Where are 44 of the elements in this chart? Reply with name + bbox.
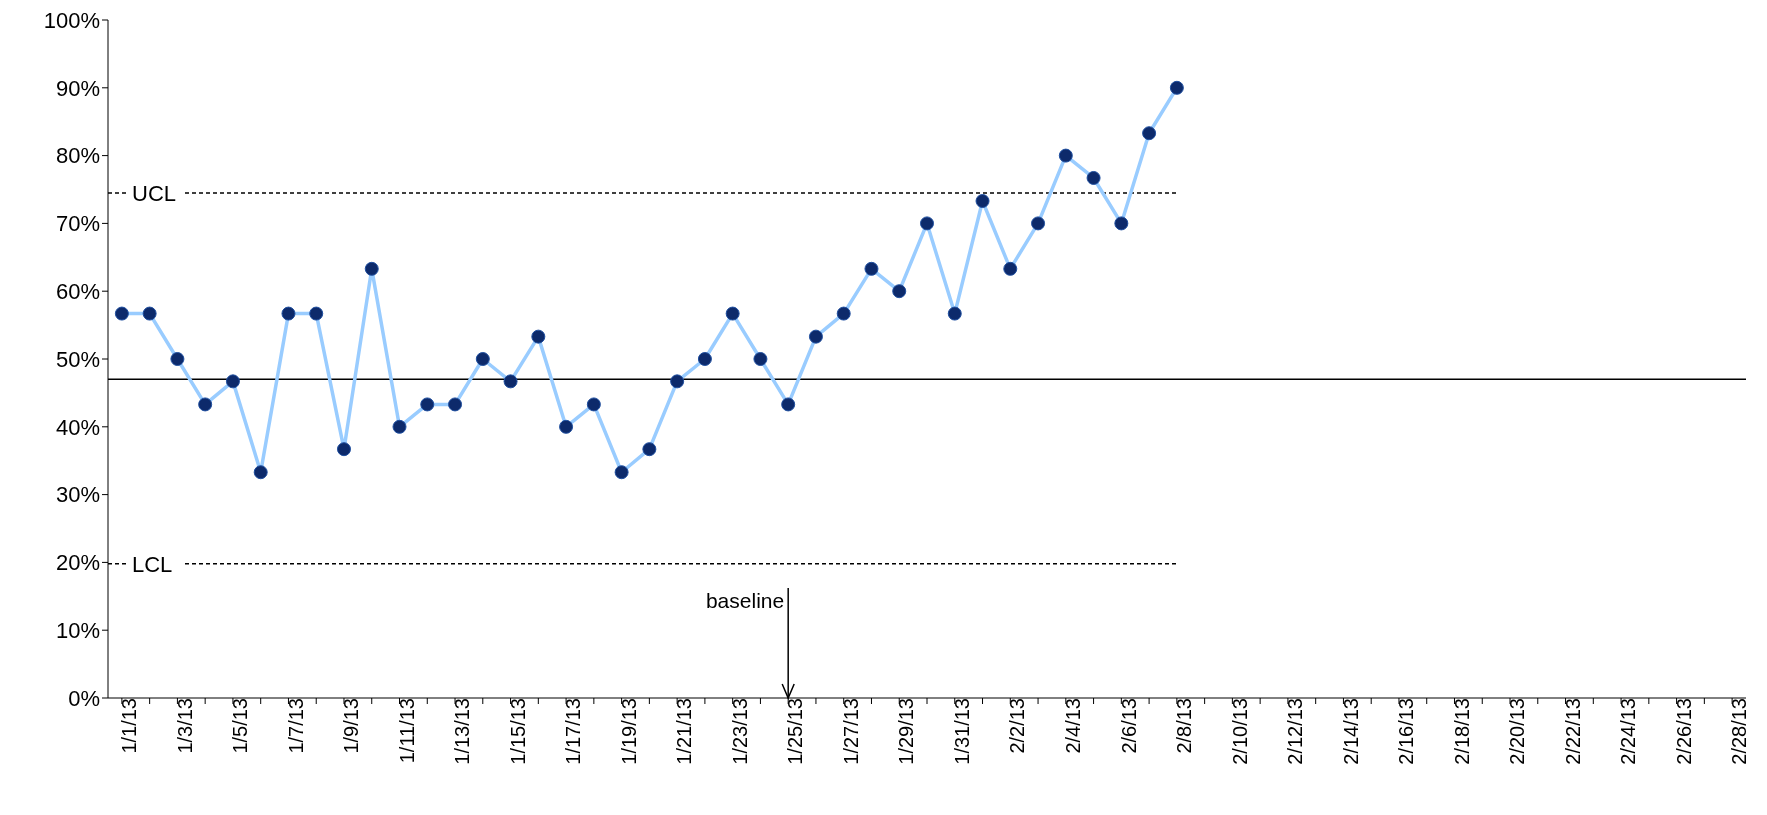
y-tick-label: 30% (55, 482, 100, 508)
x-tick-label: 1/9/13 (340, 698, 363, 754)
x-tick-label: 2/16/13 (1395, 698, 1418, 765)
x-tick-label: 1/23/13 (728, 698, 751, 765)
x-tick-label: 1/13/13 (451, 698, 474, 765)
y-tick-label: 10% (55, 618, 100, 644)
x-tick-label: 2/8/13 (1173, 698, 1196, 754)
x-tick-label: 2/2/13 (1006, 698, 1029, 754)
y-tick-label: 80% (55, 143, 100, 169)
x-tick-label: 2/28/13 (1728, 698, 1751, 765)
x-tick-label: 2/14/13 (1339, 698, 1362, 765)
x-tick-label: 2/6/13 (1117, 698, 1140, 754)
x-tick-label: 2/10/13 (1228, 698, 1251, 765)
x-tick-label: 1/15/13 (506, 698, 529, 765)
x-tick-label: 1/3/13 (173, 698, 196, 754)
x-tick-label: 2/22/13 (1561, 698, 1584, 765)
x-tick-label: 2/24/13 (1617, 698, 1640, 765)
y-tick-label: 40% (55, 414, 100, 440)
ref-line-label: LCL (132, 551, 173, 577)
y-tick-label: 100% (43, 7, 100, 33)
y-tick-label: 0% (68, 685, 100, 711)
x-tick-label: 1/1/13 (118, 698, 141, 754)
y-tick-label: 20% (55, 550, 100, 576)
x-tick-label: 1/19/13 (617, 698, 640, 765)
x-tick-label: 1/7/13 (284, 698, 307, 754)
x-tick-label: 2/18/13 (1450, 698, 1473, 765)
y-tick-label: 70% (55, 211, 100, 237)
x-tick-label: 1/29/13 (895, 698, 918, 765)
y-tick-label: 90% (55, 75, 100, 101)
x-tick-label: 1/27/13 (839, 698, 862, 765)
x-tick-label: 1/17/13 (562, 698, 585, 765)
y-tick-label: 60% (55, 279, 100, 305)
x-tick-label: 2/20/13 (1506, 698, 1529, 765)
x-tick-label: 1/11/13 (395, 698, 418, 764)
x-tick-label: 1/5/13 (229, 698, 252, 754)
x-tick-label: 1/21/13 (673, 698, 696, 765)
ref-line-label: baseline (705, 589, 785, 612)
x-tick-label: 1/25/13 (784, 698, 807, 765)
x-tick-label: 1/31/13 (950, 698, 973, 765)
x-tick-label: 2/12/13 (1284, 698, 1307, 765)
y-tick-label: 50% (55, 346, 100, 372)
ref-line-label: UCL (132, 180, 177, 206)
x-tick-label: 2/26/13 (1672, 698, 1695, 765)
x-tick-label: 2/4/13 (1062, 698, 1085, 754)
